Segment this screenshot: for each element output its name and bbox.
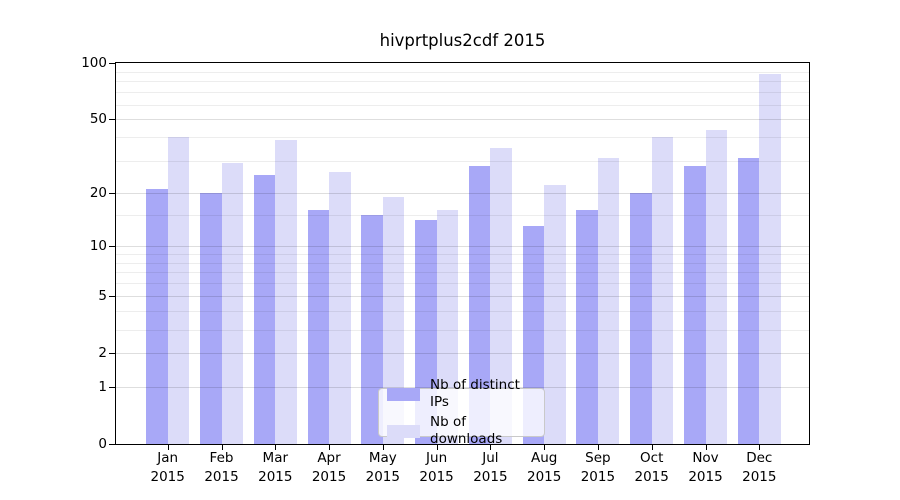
- gridline-minor-8: [116, 262, 809, 264]
- x-tick-label-jan: Jan 2015: [150, 450, 185, 485]
- bar-nb-of-downloads-apr: [329, 171, 351, 444]
- gridline-minor-60: [116, 104, 809, 106]
- bar-nb-of-downloads-jun: [436, 210, 459, 444]
- y-tick-label-0: 0: [98, 436, 107, 452]
- x-tick-label-feb: Feb 2015: [204, 450, 239, 485]
- bar-nb-of-distinct-ips-sep: [576, 210, 598, 444]
- bar-nb-of-distinct-ips-apr: [307, 210, 329, 444]
- x-tick-label-sep: Sep 2015: [580, 450, 616, 485]
- bar-nb-of-distinct-ips-oct: [630, 192, 652, 444]
- bar-nb-of-downloads-aug: [544, 185, 566, 444]
- bar-nb-of-downloads-jan: [167, 137, 190, 444]
- bar-nb-of-distinct-ips-dec: [737, 157, 760, 444]
- gridline-minor-6: [116, 283, 809, 285]
- bar-nb-of-downloads-oct: [651, 137, 674, 444]
- gridline-minor-7: [116, 272, 809, 274]
- y-tick-mark-5: [109, 296, 115, 298]
- gridline-minor-30: [116, 160, 809, 162]
- y-tick-label-50: 50: [89, 111, 107, 128]
- gridline-minor-4: [116, 311, 809, 313]
- y-tick-label-1: 1: [98, 378, 107, 395]
- x-tick-mark-jun: [436, 445, 438, 450]
- gridline-major-20: [116, 192, 809, 194]
- bar-nb-of-downloads-nov: [705, 129, 727, 444]
- x-tick-mark-apr: [329, 445, 330, 450]
- y-tick-mark-100: [109, 63, 115, 64]
- bar-nb-of-downloads-mar: [275, 139, 297, 444]
- x-tick-mark-may: [382, 445, 384, 450]
- y-tick-label-10: 10: [89, 238, 107, 254]
- y-tick-mark-20: [109, 192, 115, 194]
- legend-item-downloads: Nb of downloads: [387, 414, 536, 448]
- y-tick-mark-1: [109, 386, 115, 388]
- x-tick-label-jun: Jun 2015: [419, 450, 454, 485]
- gridline-major-1: [116, 386, 809, 388]
- bar-nb-of-distinct-ips-jan: [146, 188, 168, 444]
- gridline-minor-3: [116, 329, 809, 331]
- legend-item-distinct-ips: Nb of distinct IPs: [387, 377, 536, 411]
- bar-nb-of-distinct-ips-nov: [684, 166, 706, 444]
- y-tick-label-5: 5: [98, 288, 107, 305]
- x-tick-label-nov: Nov 2015: [688, 450, 723, 485]
- legend-label-downloads: Nb of downloads: [430, 414, 503, 447]
- x-tick-label-apr: Apr 2015: [311, 450, 347, 485]
- x-tick-label-may: May 2015: [365, 450, 400, 485]
- x-tick-mark-jan: [167, 445, 169, 450]
- bar-nb-of-downloads-dec: [759, 74, 781, 444]
- gridline-major-5: [116, 296, 809, 298]
- gridline-minor-40: [116, 137, 809, 139]
- x-tick-mark-feb: [221, 445, 223, 450]
- gridline-minor-90: [116, 71, 809, 73]
- legend-swatch-distinct-ips: [387, 387, 420, 401]
- chart-title: hivprtplus2cdf 2015: [379, 31, 546, 50]
- bar-nb-of-distinct-ips-jul: [468, 166, 491, 444]
- legend: Nb of distinct IPs Nb of downloads: [378, 377, 545, 447]
- bar-nb-of-distinct-ips-mar: [253, 175, 276, 444]
- y-tick-label-20: 20: [89, 184, 107, 201]
- x-tick-mark-aug: [544, 445, 546, 450]
- y-tick-mark-10: [109, 246, 115, 247]
- gridline-major-50: [116, 119, 809, 121]
- y-tick-mark-50: [109, 119, 115, 121]
- bar-nb-of-downloads-feb: [221, 163, 243, 444]
- plot-area: [115, 62, 810, 445]
- legend-swatch-downloads: [387, 424, 420, 438]
- bar-nb-of-downloads-sep: [597, 157, 620, 444]
- bar-nb-of-downloads-may: [382, 196, 405, 444]
- x-tick-mark-nov: [705, 445, 707, 450]
- bar-nb-of-downloads-jul: [490, 148, 512, 444]
- gridline-minor-80: [116, 81, 809, 83]
- x-tick-mark-mar: [275, 445, 277, 450]
- gridline-minor-9: [116, 253, 809, 255]
- gridline-major-10: [116, 246, 809, 247]
- x-tick-mark-jul: [490, 445, 492, 450]
- x-tick-label-aug: Aug 2015: [527, 450, 562, 485]
- bar-nb-of-distinct-ips-may: [361, 215, 383, 444]
- x-tick-label-oct: Oct 2015: [634, 450, 669, 485]
- gridline-minor-70: [116, 92, 809, 94]
- bar-nb-of-distinct-ips-feb: [200, 192, 222, 444]
- x-tick-label-mar: Mar 2015: [258, 450, 293, 485]
- x-tick-mark-dec: [759, 445, 761, 450]
- x-tick-label-jul: Jul 2015: [473, 450, 508, 485]
- y-tick-label-2: 2: [98, 345, 107, 362]
- gridline-major-2: [116, 353, 809, 355]
- legend-label-distinct-ips: Nb of distinct IPs: [430, 377, 520, 410]
- y-tick-label-100: 100: [81, 55, 107, 71]
- x-tick-label-dec: Dec 2015: [742, 450, 777, 485]
- gridline-minor-15: [116, 215, 809, 217]
- y-tick-mark-0: [109, 444, 115, 445]
- x-tick-mark-sep: [597, 445, 599, 450]
- y-tick-mark-2: [109, 353, 115, 355]
- x-tick-mark-oct: [651, 445, 653, 450]
